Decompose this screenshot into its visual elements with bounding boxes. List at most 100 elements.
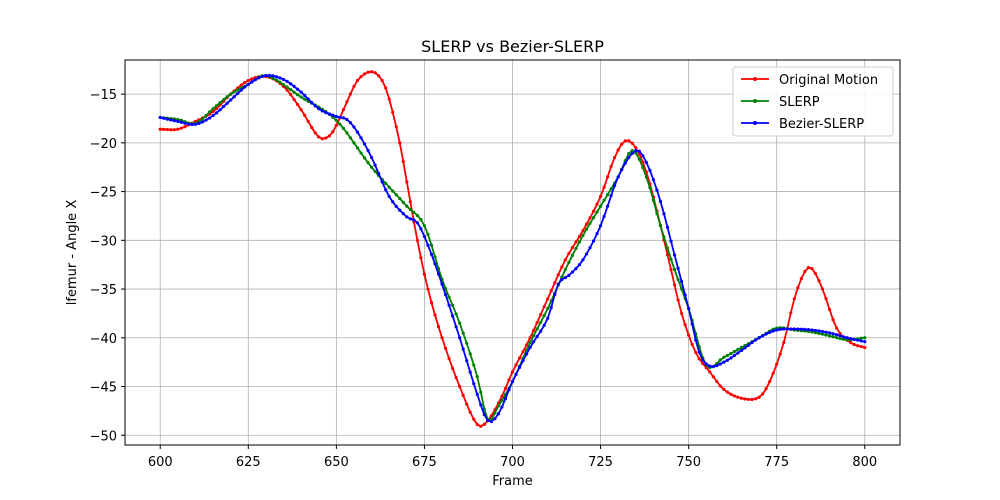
data-point (324, 136, 328, 140)
data-point (591, 216, 596, 220)
data-point (229, 92, 233, 96)
data-point (422, 224, 427, 228)
data-point (616, 148, 620, 152)
data-point (563, 267, 567, 272)
data-point (341, 126, 346, 131)
data-point (398, 141, 402, 145)
data-point (355, 130, 360, 134)
data-point (831, 332, 835, 336)
data-point (679, 279, 684, 284)
data-point (553, 281, 557, 285)
data-point (303, 93, 307, 97)
data-point (757, 336, 761, 340)
data-point (204, 113, 208, 118)
data-point (634, 149, 638, 153)
data-point (517, 365, 522, 369)
data-point (591, 209, 596, 213)
data-point (243, 85, 247, 89)
data-point (204, 118, 208, 122)
data-point (806, 266, 811, 270)
data-point (317, 135, 321, 139)
data-point (598, 204, 603, 208)
data-point (834, 333, 839, 337)
data-point (651, 198, 656, 202)
data-point (232, 95, 236, 99)
data-point (715, 364, 719, 368)
data-point (651, 178, 656, 182)
data-point (207, 110, 212, 114)
data-point (743, 346, 747, 350)
data-point (532, 328, 536, 332)
legend-swatch-marker (753, 121, 757, 125)
data-point (567, 273, 571, 278)
data-point (606, 193, 610, 197)
data-point (644, 160, 648, 164)
data-point (542, 323, 546, 327)
data-point (736, 351, 740, 355)
data-point (158, 127, 162, 131)
data-point (750, 340, 754, 345)
data-point (394, 204, 398, 208)
y-tick-label: −50 (90, 429, 117, 444)
data-point (701, 361, 705, 366)
data-point (662, 212, 666, 216)
data-point (334, 114, 338, 119)
data-point (278, 80, 282, 84)
data-point (250, 80, 254, 84)
data-point (327, 134, 331, 138)
data-point (440, 336, 444, 340)
data-point (310, 125, 314, 130)
data-point (665, 246, 670, 250)
data-point (627, 152, 631, 156)
data-point (355, 78, 360, 83)
data-point (746, 343, 751, 347)
data-point (838, 334, 842, 338)
data-point (796, 327, 800, 331)
data-point (482, 422, 486, 426)
data-point (454, 376, 458, 380)
data-point (443, 292, 448, 297)
data-point (415, 221, 419, 225)
data-point (274, 78, 279, 82)
data-point (496, 412, 501, 416)
data-point (609, 187, 613, 191)
legend-label: Original Motion (779, 73, 878, 88)
data-point (718, 384, 722, 388)
data-point (352, 84, 356, 88)
data-point (391, 189, 395, 193)
data-point (637, 157, 641, 161)
data-point (648, 186, 652, 190)
data-point (211, 110, 215, 114)
data-point (355, 146, 360, 150)
data-point (620, 168, 624, 172)
data-point (348, 121, 353, 125)
data-point (482, 407, 486, 411)
data-point (218, 101, 222, 105)
data-point (570, 246, 574, 250)
data-point (553, 292, 557, 297)
data-point (746, 397, 751, 402)
data-point (200, 117, 205, 121)
data-point (384, 188, 388, 192)
data-point (243, 80, 247, 85)
data-point (556, 273, 560, 277)
data-point (433, 313, 437, 317)
data-point (613, 183, 617, 188)
y-axis-title: lfemur - Angle X (65, 200, 80, 306)
data-point (852, 342, 856, 347)
data-point (345, 117, 349, 122)
data-point (542, 305, 546, 309)
data-point (327, 112, 331, 116)
data-point (546, 316, 550, 320)
data-point (676, 298, 680, 302)
data-point (451, 303, 455, 307)
data-point (863, 340, 867, 344)
data-point (546, 306, 550, 311)
data-point (549, 289, 553, 293)
data-point (274, 75, 279, 79)
data-point (739, 348, 744, 353)
data-point (447, 356, 451, 361)
data-point (401, 160, 405, 164)
data-point (517, 356, 522, 360)
